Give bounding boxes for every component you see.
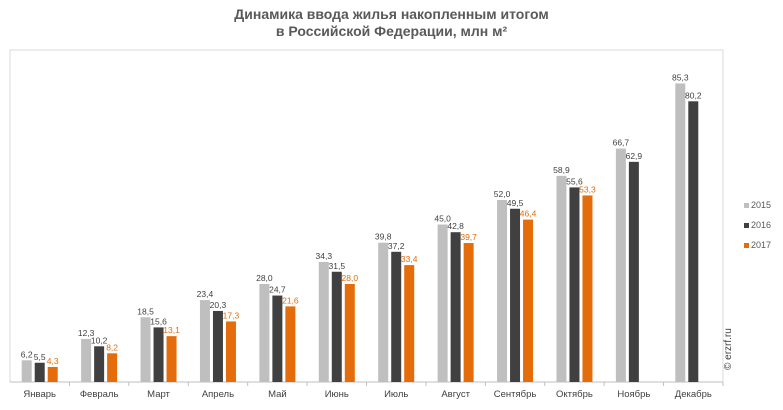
x-tick-label-8: Август <box>441 389 470 400</box>
data-label-2015-2: 12,3 <box>78 328 95 338</box>
bar-2017-8 <box>463 243 474 382</box>
bar-2015-3 <box>140 317 151 382</box>
data-label-2017-2: 8,2 <box>106 342 118 352</box>
bar-2015-4 <box>199 300 210 382</box>
x-tick-label-11: Ноябрь <box>617 389 650 400</box>
bar-2016-10 <box>569 187 580 382</box>
bar-2016-7 <box>391 251 402 382</box>
x-tick-label-6: Июнь <box>325 389 349 400</box>
x-tick-label-2: Февраль <box>80 389 119 400</box>
data-label-2016-4: 20,3 <box>210 300 227 310</box>
data-label-2016-1: 5,5 <box>34 352 46 362</box>
x-tick-label-3: Март <box>147 389 170 400</box>
data-label-2016-5: 24,7 <box>269 285 286 295</box>
data-label-2016-12: 80,2 <box>685 90 702 100</box>
data-label-2015-9: 52,0 <box>494 189 511 199</box>
bar-2017-4 <box>225 321 236 382</box>
bar-2015-9 <box>497 200 508 382</box>
x-tick-label-4: Апрель <box>202 389 234 400</box>
data-label-2016-11: 62,9 <box>626 151 643 161</box>
data-label-2015-10: 58,9 <box>553 165 570 175</box>
bar-2015-7 <box>378 242 389 382</box>
legend-label-2016: 2016 <box>751 220 772 230</box>
bar-2016-1 <box>34 362 45 382</box>
bar-2015-11 <box>615 148 626 382</box>
x-tick-label-7: Июль <box>384 389 408 400</box>
bar-2015-6 <box>318 261 329 382</box>
legend-swatch-2017 <box>744 243 749 249</box>
bar-2016-12 <box>688 101 699 383</box>
bar-2015-2 <box>81 338 92 382</box>
bar-2016-5 <box>272 295 283 382</box>
legend-item-2015: 2015 <box>744 200 771 210</box>
legend-swatch-2015 <box>744 203 749 209</box>
data-label-2015-3: 18,5 <box>137 306 154 316</box>
bar-2017-9 <box>523 219 534 382</box>
data-label-2015-4: 23,4 <box>197 289 214 299</box>
bar-2015-5 <box>259 284 270 382</box>
data-label-2017-4: 17,3 <box>223 310 240 320</box>
data-label-2015-5: 28,0 <box>256 273 273 283</box>
bar-2015-8 <box>437 224 448 382</box>
data-label-2017-9: 46,4 <box>520 209 537 219</box>
chart-title-line1: Динамика ввода жилья накопленным итогом <box>234 6 549 22</box>
x-tick-label-1: Январь <box>23 389 56 400</box>
x-tick-label-12: Декабрь <box>675 389 712 400</box>
data-label-2015-1: 6,2 <box>21 349 33 359</box>
bar-2016-4 <box>212 310 223 382</box>
data-label-2017-5: 21,6 <box>282 295 299 305</box>
data-label-2016-3: 15,6 <box>150 316 167 326</box>
x-tick-label-9: Сентябрь <box>494 389 537 400</box>
legend-label-2015: 2015 <box>751 200 772 210</box>
data-label-2016-9: 49,5 <box>507 198 524 208</box>
data-label-2017-7: 33,4 <box>401 254 418 264</box>
bar-2015-10 <box>556 175 567 382</box>
data-label-2017-3: 13,1 <box>163 325 180 335</box>
bar-2017-10 <box>582 195 593 382</box>
data-label-2017-10: 53,3 <box>579 184 596 194</box>
data-label-2017-8: 39,7 <box>460 232 477 242</box>
data-label-2015-11: 66,7 <box>613 138 630 148</box>
x-tick-label-5: Май <box>268 389 287 400</box>
data-label-2015-8: 45,0 <box>434 214 451 224</box>
bar-2017-7 <box>404 265 415 382</box>
data-label-2016-8: 42,8 <box>447 221 464 231</box>
legend-swatch-2016 <box>744 223 749 229</box>
chart-title: Динамика ввода жилья накопленным итогом … <box>0 6 783 40</box>
bar-2016-2 <box>94 346 105 382</box>
bar-2015-1 <box>21 360 32 382</box>
data-label-2017-6: 28,0 <box>342 273 359 283</box>
data-label-2015-6: 34,3 <box>316 251 333 261</box>
legend-item-2016: 2016 <box>744 220 771 230</box>
bar-2017-6 <box>344 284 355 382</box>
bar-2017-2 <box>107 353 118 382</box>
data-label-2016-2: 10,2 <box>91 335 108 345</box>
legend-label-2017: 2017 <box>751 240 772 250</box>
chart-title-line2: в Российской Федерации, млн м² <box>275 23 508 39</box>
data-label-2016-7: 37,2 <box>388 241 405 251</box>
data-label-2015-7: 39,8 <box>375 232 392 242</box>
bar-2017-5 <box>285 306 296 382</box>
bar-2016-3 <box>153 327 164 382</box>
data-label-2015-12: 85,3 <box>672 72 689 82</box>
x-tick-label-10: Октябрь <box>556 389 593 400</box>
bar-2015-12 <box>675 83 686 382</box>
bar-2017-1 <box>47 366 58 382</box>
bar-2017-3 <box>166 336 177 382</box>
data-label-2016-6: 31,5 <box>329 261 346 271</box>
legend-item-2017: 2017 <box>744 240 771 250</box>
data-label-2017-1: 4,3 <box>47 356 59 366</box>
credit-text: © erzrf.ru <box>723 328 734 370</box>
bar-2016-11 <box>628 161 639 382</box>
bar-2016-8 <box>450 232 461 382</box>
data-label-2016-10: 55,6 <box>566 176 583 186</box>
bar-2016-9 <box>510 208 521 382</box>
bar-2016-6 <box>331 271 342 382</box>
